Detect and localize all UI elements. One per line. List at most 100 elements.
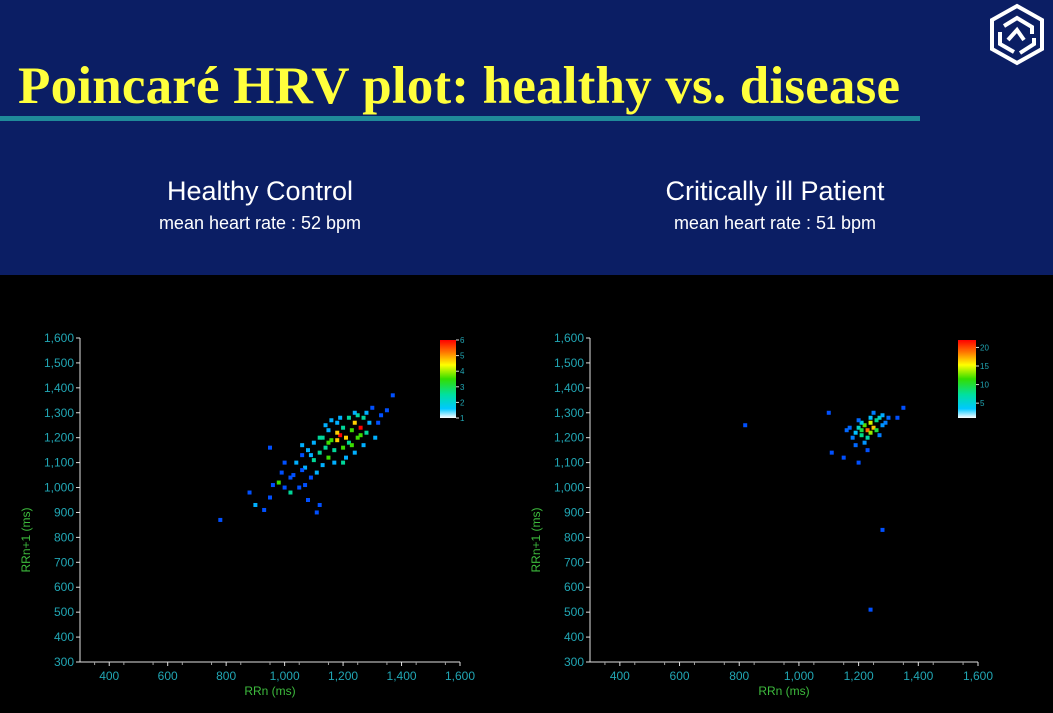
colorbar-tick-label: 15: [980, 362, 989, 371]
data-point: [361, 443, 366, 448]
data-point: [297, 485, 302, 490]
y-tick-label: 400: [564, 630, 584, 644]
panel-heading-critical: Critically ill Patient mean heart rate :…: [575, 176, 975, 234]
data-point: [341, 445, 346, 450]
data-point: [856, 425, 861, 430]
data-point: [352, 410, 357, 415]
y-tick-label: 500: [54, 605, 74, 619]
data-point: [311, 440, 316, 445]
colorbar-tick-label: 4: [460, 367, 465, 376]
data-point: [384, 408, 389, 413]
data-point: [308, 453, 313, 458]
colorbar-tick-label: 2: [460, 398, 465, 407]
data-point: [288, 490, 293, 495]
data-point: [877, 433, 882, 438]
data-point: [326, 455, 331, 460]
data-point: [349, 443, 354, 448]
colorbar-tick-label: 6: [460, 336, 465, 345]
y-tick-label: 1,000: [554, 481, 584, 495]
data-point: [314, 470, 319, 475]
y-tick-label: 1,200: [554, 431, 584, 445]
y-tick-label: 300: [54, 655, 74, 669]
data-point: [880, 413, 885, 418]
y-tick-label: 1,300: [554, 406, 584, 420]
colorbar: [440, 340, 456, 418]
data-point: [332, 448, 337, 453]
data-point: [276, 480, 281, 485]
x-tick-label: 1,400: [903, 669, 933, 683]
data-point: [268, 445, 272, 450]
x-axis-title: RRn (ms): [758, 684, 809, 698]
data-point: [294, 460, 299, 465]
data-point: [361, 415, 366, 420]
data-point: [303, 483, 308, 488]
y-tick-label: 1,400: [44, 381, 74, 395]
x-tick-label: 400: [610, 669, 630, 683]
data-point: [853, 443, 858, 448]
y-axis-title: RRn+1 (ms): [529, 507, 543, 572]
y-tick-label: 600: [54, 580, 74, 594]
data-point: [373, 435, 378, 440]
data-point: [303, 465, 308, 470]
data-point: [341, 425, 346, 430]
data-point: [332, 460, 337, 465]
data-point: [262, 507, 267, 512]
data-point: [850, 435, 855, 440]
x-tick-label: 1,200: [328, 669, 358, 683]
data-point: [901, 405, 906, 410]
data-point: [320, 435, 325, 440]
colorbar-tick-label: 1: [460, 414, 465, 423]
data-point: [335, 420, 340, 425]
data-point: [253, 502, 258, 507]
data-point: [306, 448, 310, 453]
data-point: [335, 430, 340, 435]
data-point: [300, 468, 305, 473]
colorbar-tick-label: 10: [980, 381, 989, 390]
data-point: [288, 475, 293, 480]
title-underline: [0, 116, 920, 121]
data-point: [844, 428, 849, 433]
data-point: [326, 440, 331, 445]
data-point: [344, 455, 348, 460]
data-point: [341, 460, 346, 465]
data-point: [306, 498, 310, 502]
data-point: [390, 393, 395, 398]
x-tick-label: 1,400: [387, 669, 417, 683]
data-point: [326, 428, 331, 433]
data-point: [880, 527, 885, 532]
data-point: [344, 435, 348, 440]
y-tick-label: 300: [564, 655, 584, 669]
y-tick-label: 1,000: [44, 481, 74, 495]
data-point: [856, 418, 861, 423]
data-point: [314, 510, 319, 515]
data-point: [379, 413, 384, 418]
y-tick-label: 1,500: [44, 356, 74, 370]
y-tick-label: 1,400: [554, 381, 584, 395]
data-point: [883, 420, 888, 425]
data-point: [841, 455, 846, 460]
y-tick-label: 700: [564, 555, 584, 569]
y-tick-label: 800: [54, 530, 74, 544]
data-point: [335, 438, 340, 443]
data-point: [355, 435, 360, 440]
colorbar-tick-label: 3: [460, 383, 465, 392]
data-point: [311, 458, 316, 463]
panel-subtitle: mean heart rate : 51 bpm: [673, 213, 877, 233]
colorbar-tick-label: 5: [460, 352, 465, 361]
panel-title: Healthy Control: [166, 176, 354, 206]
data-point: [352, 420, 357, 425]
data-point: [317, 450, 322, 455]
data-point: [865, 428, 870, 433]
x-tick-label: 600: [670, 669, 690, 683]
y-tick-label: 900: [564, 505, 584, 519]
data-point: [300, 453, 305, 458]
plot-background: [0, 275, 1053, 713]
data-point: [329, 418, 334, 423]
data-point: [218, 517, 223, 522]
y-tick-label: 1,200: [44, 431, 74, 445]
y-tick-label: 1,600: [554, 331, 584, 345]
data-point: [865, 435, 870, 440]
data-point: [871, 425, 876, 430]
data-point: [268, 495, 272, 500]
data-point: [880, 423, 885, 428]
